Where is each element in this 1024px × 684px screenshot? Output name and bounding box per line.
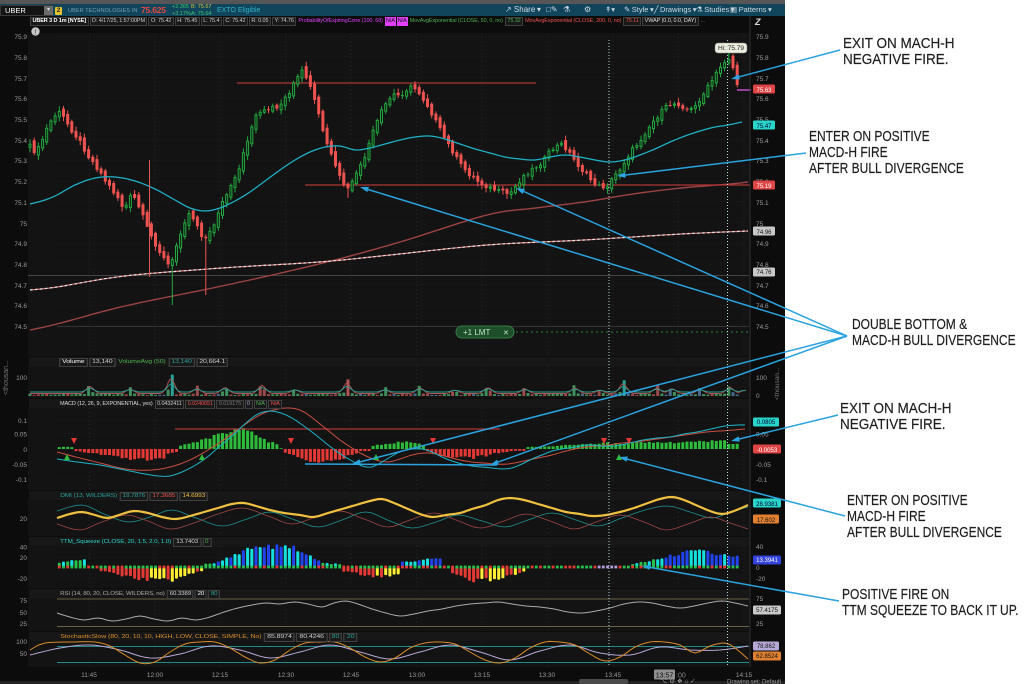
svg-text:13:00: 13:00 bbox=[409, 672, 426, 679]
svg-text:75.8: 75.8 bbox=[756, 55, 769, 62]
svg-text:74.8: 74.8 bbox=[756, 262, 769, 269]
svg-text:-0.1: -0.1 bbox=[756, 477, 768, 484]
svg-text:74.6: 74.6 bbox=[756, 303, 769, 310]
svg-text:-20: -20 bbox=[756, 576, 766, 583]
svg-text:13:57: 13:57 bbox=[656, 673, 674, 680]
svg-text:<thousan...: <thousan... bbox=[774, 367, 781, 400]
svg-text:40: 40 bbox=[756, 544, 764, 551]
svg-text:50: 50 bbox=[20, 651, 28, 658]
svg-text:74.5: 74.5 bbox=[756, 324, 769, 331]
svg-text:100: 100 bbox=[756, 375, 767, 382]
svg-text:75.1: 75.1 bbox=[14, 200, 27, 207]
svg-text:28.9381: 28.9381 bbox=[756, 502, 778, 508]
svg-text:13:45: 13:45 bbox=[605, 672, 622, 679]
svg-text:57.4175: 57.4175 bbox=[756, 608, 778, 614]
svg-text:20: 20 bbox=[20, 516, 28, 523]
svg-text:75.2: 75.2 bbox=[14, 179, 27, 186]
svg-text:0: 0 bbox=[756, 393, 760, 400]
svg-text:Hi: 75.79: Hi: 75.79 bbox=[718, 45, 744, 52]
svg-text:75.5: 75.5 bbox=[14, 117, 27, 124]
svg-text:0.05: 0.05 bbox=[756, 432, 769, 439]
svg-text:75: 75 bbox=[756, 221, 764, 228]
svg-text:75: 75 bbox=[20, 598, 28, 605]
svg-text:74.8: 74.8 bbox=[14, 262, 27, 269]
svg-text:+1 LMT: +1 LMT bbox=[463, 328, 490, 337]
svg-text::00: :00 bbox=[676, 673, 686, 680]
svg-text:!: ! bbox=[34, 30, 36, 37]
svg-text:50: 50 bbox=[20, 610, 28, 617]
svg-text:75: 75 bbox=[756, 596, 764, 603]
svg-text:0.0805: 0.0805 bbox=[757, 420, 776, 426]
svg-text:-0.05: -0.05 bbox=[12, 462, 27, 469]
svg-text:74.7: 74.7 bbox=[14, 283, 27, 290]
svg-text:12:15: 12:15 bbox=[212, 672, 229, 679]
svg-text:75.9: 75.9 bbox=[756, 34, 769, 41]
svg-text:Drawing set: Default: Drawing set: Default bbox=[727, 680, 781, 684]
svg-text:-0.1: -0.1 bbox=[16, 477, 28, 484]
svg-text:17.602: 17.602 bbox=[757, 518, 776, 524]
svg-text:75.7: 75.7 bbox=[14, 76, 27, 83]
svg-text:78.862: 78.862 bbox=[757, 644, 776, 650]
svg-text:75.7: 75.7 bbox=[756, 76, 769, 83]
svg-text:100: 100 bbox=[16, 375, 27, 382]
svg-text:40: 40 bbox=[20, 545, 28, 552]
svg-text:75: 75 bbox=[20, 221, 28, 228]
svg-text:74.96: 74.96 bbox=[756, 230, 772, 236]
svg-text:75.6: 75.6 bbox=[14, 96, 27, 103]
svg-text:74.5: 74.5 bbox=[14, 324, 27, 331]
svg-text:0: 0 bbox=[756, 565, 760, 572]
svg-text:✕: ✕ bbox=[503, 330, 509, 337]
svg-text:25: 25 bbox=[20, 621, 28, 628]
svg-text:100: 100 bbox=[16, 639, 27, 646]
svg-text:75.4: 75.4 bbox=[756, 138, 769, 145]
svg-text:13.3941: 13.3941 bbox=[756, 558, 778, 564]
svg-text:13:30: 13:30 bbox=[539, 672, 556, 679]
svg-text:25: 25 bbox=[756, 621, 764, 628]
svg-text:11:45: 11:45 bbox=[81, 672, 97, 679]
svg-text:14:15: 14:15 bbox=[736, 672, 753, 679]
svg-text:75.3: 75.3 bbox=[756, 158, 769, 165]
svg-text:-0.05: -0.05 bbox=[756, 462, 771, 469]
svg-text:74.76: 74.76 bbox=[756, 270, 772, 276]
svg-text:12:45: 12:45 bbox=[343, 672, 360, 679]
svg-text:13:15: 13:15 bbox=[474, 672, 491, 679]
svg-text:75.47: 75.47 bbox=[756, 124, 772, 130]
svg-text:75.1: 75.1 bbox=[756, 200, 769, 207]
svg-text:12:30: 12:30 bbox=[278, 672, 295, 679]
svg-text:-0.0053: -0.0053 bbox=[757, 448, 778, 454]
svg-text:75.4: 75.4 bbox=[14, 138, 27, 145]
svg-text:75.3: 75.3 bbox=[14, 158, 27, 165]
svg-text:74.9: 74.9 bbox=[756, 241, 769, 248]
svg-text:75.8: 75.8 bbox=[14, 55, 27, 62]
svg-text:0.05: 0.05 bbox=[14, 432, 27, 439]
svg-text:0.1: 0.1 bbox=[18, 418, 27, 425]
svg-text:75.63: 75.63 bbox=[756, 88, 772, 94]
svg-text:<thousan...: <thousan... bbox=[3, 360, 10, 395]
svg-text:74.6: 74.6 bbox=[14, 303, 27, 310]
svg-text:74.9: 74.9 bbox=[14, 241, 27, 248]
svg-text:20: 20 bbox=[20, 555, 28, 562]
svg-text:62.8524: 62.8524 bbox=[756, 654, 778, 660]
svg-text:75.19: 75.19 bbox=[756, 184, 772, 190]
svg-text:12:00: 12:00 bbox=[147, 672, 164, 679]
svg-text:⌥ ⚙ ❖ ⌂ ✓: ⌥ ⚙ ❖ ⌂ ✓ bbox=[660, 677, 696, 684]
svg-text:75.9: 75.9 bbox=[14, 34, 27, 41]
svg-text:0: 0 bbox=[23, 447, 27, 454]
svg-text:75.6: 75.6 bbox=[756, 96, 769, 103]
svg-text:74.7: 74.7 bbox=[756, 283, 769, 290]
svg-text:-20: -20 bbox=[18, 576, 28, 583]
